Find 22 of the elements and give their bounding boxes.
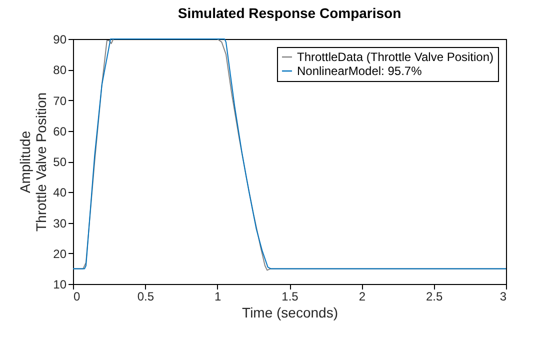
x-tick-label: 1 <box>214 290 222 304</box>
x-tick-label: 2 <box>358 290 366 304</box>
x-tick-label: 0.5 <box>137 290 154 304</box>
text: Amplitude <box>17 130 34 194</box>
text: Throttle Valve Position <box>33 92 50 232</box>
legend-label: ThrottleData (Throttle Valve Position) <box>297 50 494 64</box>
y-tick-label: 70 <box>53 94 67 108</box>
x-tick-label: 3 <box>500 290 507 304</box>
y-tick-label: 80 <box>53 63 67 78</box>
y-tick-label: 20 <box>53 246 67 261</box>
legend-label: NonlinearModel: 95.7% <box>297 64 422 78</box>
y-tick-label: 40 <box>53 186 67 200</box>
y-tick-label: 30 <box>53 216 67 230</box>
y-tick-label: 50 <box>53 155 67 169</box>
x-tick-label: 2.5 <box>426 290 443 304</box>
x-tick-label: 0 <box>74 290 80 304</box>
x-tick-label: 1.5 <box>282 290 299 304</box>
y-tick-label: 60 <box>53 124 67 138</box>
y-tick-label: 10 <box>53 278 67 292</box>
y-tick-label: 90 <box>53 32 67 46</box>
x-axis-title: Time (seconds) <box>242 304 338 320</box>
chart-title: Simulated Response Comparison <box>178 5 402 21</box>
